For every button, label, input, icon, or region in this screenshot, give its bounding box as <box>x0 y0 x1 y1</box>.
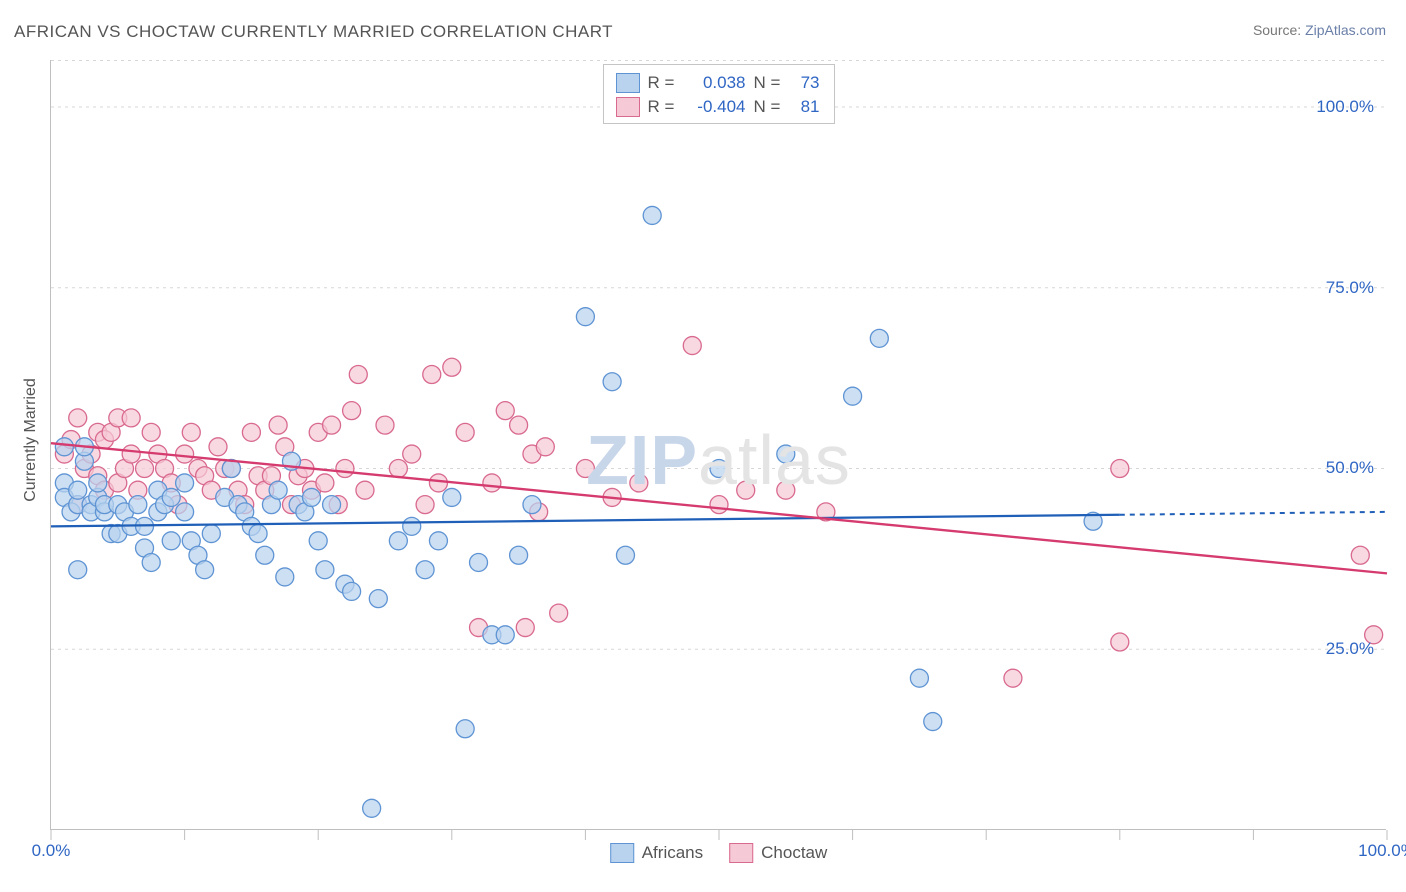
legend-label-africans: Africans <box>642 843 703 863</box>
x-tick-label: 100.0% <box>1358 841 1406 861</box>
swatch-africans <box>610 843 634 863</box>
source-attribution: Source: ZipAtlas.com <box>1253 22 1386 38</box>
scatter-chart <box>51 60 1387 830</box>
n-label: N = <box>754 71 782 95</box>
n-value-choctaw: 81 <box>790 95 820 119</box>
x-tick-label: 0.0% <box>32 841 71 861</box>
n-value-africans: 73 <box>790 71 820 95</box>
swatch-choctaw <box>729 843 753 863</box>
legend-stats: R = 0.038 N = 73 R = -0.404 N = 81 <box>603 64 835 124</box>
source-link[interactable]: ZipAtlas.com <box>1305 22 1386 38</box>
plot-area: ZIPatlas R = 0.038 N = 73 R = -0.404 N =… <box>50 60 1386 830</box>
y-tick-label: 25.0% <box>1326 639 1374 659</box>
legend-series: Africans Choctaw <box>610 843 828 863</box>
r-label: R = <box>648 95 676 119</box>
legend-item-africans: Africans <box>610 843 703 863</box>
legend-row-choctaw: R = -0.404 N = 81 <box>616 95 820 119</box>
legend-row-africans: R = 0.038 N = 73 <box>616 71 820 95</box>
y-tick-label: 100.0% <box>1316 97 1374 117</box>
y-tick-label: 75.0% <box>1326 278 1374 298</box>
n-label: N = <box>754 95 782 119</box>
y-axis-label: Currently Married <box>22 378 40 502</box>
legend-item-choctaw: Choctaw <box>729 843 827 863</box>
r-value-africans: 0.038 <box>684 71 746 95</box>
swatch-choctaw <box>616 97 640 117</box>
chart-title: AFRICAN VS CHOCTAW CURRENTLY MARRIED COR… <box>14 22 613 42</box>
y-tick-label: 50.0% <box>1326 458 1374 478</box>
r-label: R = <box>648 71 676 95</box>
r-value-choctaw: -0.404 <box>684 95 746 119</box>
source-prefix: Source: <box>1253 22 1305 38</box>
swatch-africans <box>616 73 640 93</box>
legend-label-choctaw: Choctaw <box>761 843 827 863</box>
